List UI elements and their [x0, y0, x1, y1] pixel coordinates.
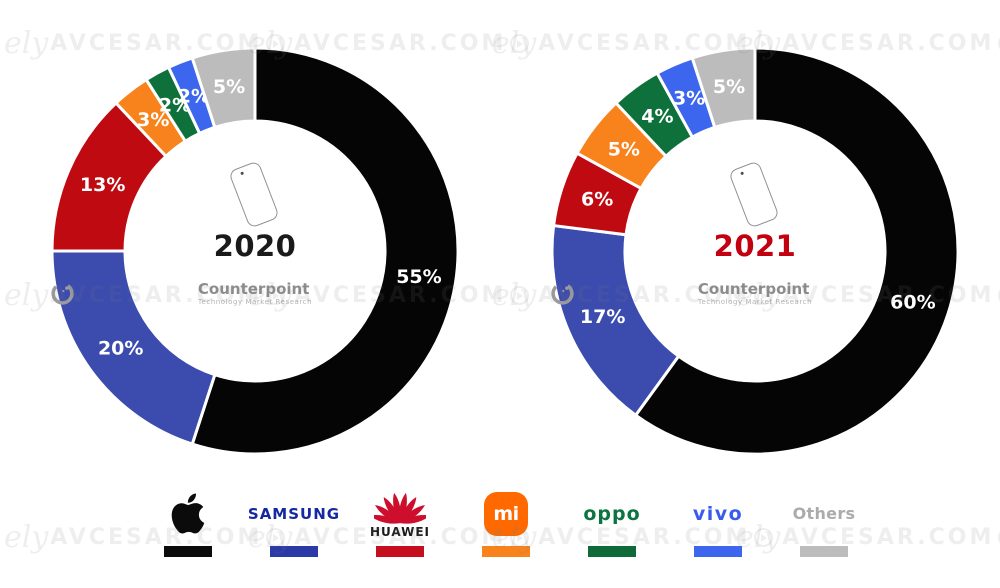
donut-svg-2021: 60%17%6%5%4%3%5% [550, 46, 960, 456]
donut-segment-2021-others [690, 46, 757, 129]
apple-icon [171, 493, 205, 534]
donut-segment-2020-others [190, 46, 257, 129]
legend-item-vivo: vivo [671, 483, 765, 557]
legend: SAMSUNG HUAWEI mi oppo vivo [12, 483, 1000, 557]
huawei-petal [400, 515, 426, 524]
watermark-play-icon [510, 286, 530, 305]
segment-label-2021-samsung: 17% [580, 306, 625, 328]
legend-item-others: Others [777, 483, 871, 557]
donut-chart-2021: 60% 17% 6% 5% 4% 3% 5% 2021 Counterpoint Techn… [550, 46, 960, 456]
huawei-petal [393, 492, 401, 524]
donut-segment-2020-apple [190, 46, 460, 456]
legend-bar-xiaomi [482, 546, 530, 557]
segment-label-2021-xiaomi: 5% [608, 138, 640, 160]
vivo-wordmark: vivo [692, 502, 744, 525]
segment-label-2020-samsung: 20% [98, 338, 143, 360]
legend-item-samsung: SAMSUNG [247, 483, 341, 557]
donut-svg-2020: 55%20%13%3%2%2% 5% [50, 46, 460, 456]
legend-bar-others [800, 546, 848, 557]
huawei-petal [383, 496, 400, 524]
legend-item-oppo: oppo [565, 483, 659, 557]
segment-label-2021-vivo: 3% [673, 88, 705, 110]
segment-label-2020-huawei: 13% [80, 174, 125, 196]
huawei-wordmark: HUAWEI [369, 525, 431, 539]
legend-item-huawei: HUAWEI [353, 483, 447, 557]
huawei-petal [375, 505, 400, 524]
segment-label-2021-apple: 60% [890, 291, 935, 313]
segment-label-2021-huawei: 6% [581, 189, 613, 211]
legend-item-apple [141, 483, 235, 557]
huawei-petal [399, 492, 407, 524]
segment-label-2021-others: 5% [713, 76, 745, 98]
huawei-petal [400, 505, 425, 524]
samsung-wordmark: SAMSUNG [247, 504, 341, 523]
oppo-wordmark: oppo [583, 502, 641, 525]
segment-label-2020-xiaomi: 3% [137, 109, 169, 131]
watermark-play-icon [510, 34, 530, 53]
huawei-petal [400, 496, 417, 524]
others-label: Others [792, 504, 856, 523]
apple-logo-icon [141, 483, 235, 544]
legend-bar-oppo [588, 546, 636, 557]
donut-segment-2021-apple [634, 46, 960, 456]
segment-label-2020-apple: 55% [396, 266, 441, 288]
segment-label-2021-oppo: 4% [641, 106, 673, 128]
huawei-flower-icon [374, 492, 426, 524]
legend-bar-huawei [376, 546, 424, 557]
legend-bar-vivo [694, 546, 742, 557]
segment-label-2020-others: 5% [213, 76, 245, 98]
legend-bar-apple [164, 546, 212, 557]
xiaomi-mi-icon: mi [484, 491, 528, 536]
legend-item-xiaomi: mi [459, 483, 553, 557]
donut-chart-2020: 55% 20% 13% 3% 2% 2% 5% 2020 Counterpoint Tech… [50, 46, 460, 456]
huawei-petal [374, 515, 400, 524]
legend-bar-samsung [270, 546, 318, 557]
